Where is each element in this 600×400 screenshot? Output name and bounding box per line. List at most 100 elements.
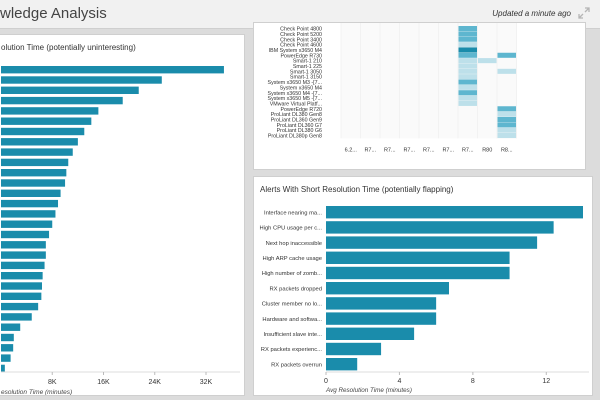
- heatmap-row-label: System x3650 M3 -[7...: [268, 80, 322, 86]
- short-resolution-tick-label: 8: [471, 378, 475, 385]
- heatmap-panel: Check Point 4800 Check Point 5200 Check Po…: [253, 22, 586, 170]
- long-resolution-bar[interactable]: [1, 220, 53, 228]
- long-resolution-bar[interactable]: [1, 292, 42, 300]
- long-resolution-bar[interactable]: [1, 148, 73, 156]
- short-resolution-bar[interactable]: [326, 221, 554, 234]
- heatmap-cell[interactable]: [458, 79, 478, 85]
- long-resolution-title: olution Time (potentially uninteresting): [1, 43, 136, 52]
- short-resolution-bar[interactable]: [326, 282, 449, 295]
- heatmap-row-label: IBM System x3650 M4: [269, 48, 322, 54]
- short-resolution-bar[interactable]: [326, 342, 382, 356]
- long-resolution-bar[interactable]: [1, 199, 59, 208]
- heatmap-cell[interactable]: [497, 133, 517, 139]
- long-resolution-bar[interactable]: [1, 158, 69, 167]
- heatmap-cell[interactable]: [458, 58, 478, 64]
- heatmap-cell[interactable]: [458, 31, 478, 37]
- long-resolution-bar[interactable]: [1, 189, 61, 197]
- long-resolution-bar[interactable]: [1, 76, 162, 84]
- short-resolution-bar[interactable]: [326, 236, 538, 249]
- long-resolution-bar[interactable]: [1, 241, 46, 249]
- heatmap-cell[interactable]: [497, 68, 517, 74]
- heatmap-cell[interactable]: [458, 95, 478, 101]
- long-resolution-bar[interactable]: [1, 313, 32, 321]
- heatmap-row-label: VMware Virtual Platf...: [270, 101, 322, 107]
- long-resolution-bar[interactable]: [1, 261, 45, 270]
- long-resolution-bar[interactable]: [1, 333, 14, 342]
- heatmap-cell[interactable]: [497, 116, 517, 122]
- heatmap-cell[interactable]: [458, 42, 478, 48]
- heatmap-cell[interactable]: [458, 84, 478, 90]
- heatmap-cell[interactable]: [478, 58, 497, 64]
- long-resolution-bar[interactable]: [1, 117, 92, 125]
- short-resolution-bar[interactable]: [326, 206, 583, 219]
- short-resolution-category-label: RX packets dropped: [269, 286, 322, 292]
- long-resolution-bar[interactable]: [1, 138, 78, 146]
- heatmap-cell[interactable]: [497, 111, 517, 117]
- short-resolution-xlabel: Avg Resolution Time (minutes): [325, 387, 412, 394]
- long-resolution-bar[interactable]: [1, 179, 66, 187]
- heatmap-row-label: ProLiant DL360 Gen9: [271, 118, 322, 124]
- long-resolution-tick-label: 8K: [48, 379, 57, 386]
- expand-icon[interactable]: [578, 7, 590, 19]
- long-resolution-bar[interactable]: [1, 323, 21, 331]
- long-resolution-bar[interactable]: [1, 107, 99, 115]
- heatmap-column-label: R80: [482, 147, 492, 153]
- heatmap-cell[interactable]: [497, 122, 517, 128]
- short-resolution-bar[interactable]: [326, 312, 437, 325]
- long-resolution-bar[interactable]: [1, 302, 39, 311]
- heatmap-cell[interactable]: [458, 68, 478, 74]
- heatmap-cell[interactable]: [458, 100, 478, 106]
- heatmap-row-label: System x3650 M4 -[7...: [268, 91, 322, 97]
- heatmap-row-label: Check Point 4600: [280, 43, 322, 49]
- short-resolution-category-label: Interface nearing ma...: [264, 210, 322, 216]
- heatmap-row-label: Check Point 5200: [280, 32, 322, 38]
- long-resolution-bar[interactable]: [1, 364, 5, 373]
- short-resolution-tick-label: 0: [324, 378, 328, 385]
- long-resolution-bar[interactable]: [1, 169, 67, 177]
- short-resolution-tick-label: 12: [542, 378, 550, 385]
- long-resolution-bar[interactable]: [1, 354, 11, 362]
- long-resolution-bar[interactable]: [1, 251, 46, 259]
- short-resolution-bar[interactable]: [326, 327, 415, 340]
- long-resolution-xlabel: esolution Time (minutes): [1, 389, 72, 396]
- short-resolution-bar[interactable]: [326, 358, 358, 371]
- long-resolution-chart: 8K 16K 24K 32K esolution Time (minutes): [1, 66, 240, 396]
- long-resolution-bar[interactable]: [1, 230, 50, 239]
- short-resolution-category-label: High number of zomb...: [262, 271, 323, 277]
- heatmap-cell[interactable]: [458, 52, 478, 58]
- long-resolution-tick-label: 24K: [149, 379, 162, 386]
- short-resolution-bar[interactable]: [326, 251, 510, 264]
- heatmap-row-label: System x3650 M5 -[7...: [268, 96, 322, 102]
- heatmap-cell[interactable]: [458, 63, 478, 69]
- heatmap-cell[interactable]: [497, 106, 517, 112]
- heatmap-column-label: R8...: [501, 147, 513, 153]
- heatmap-column-label: R7...: [462, 147, 474, 153]
- heatmap-column-label: R7...: [364, 147, 376, 153]
- short-resolution-bar[interactable]: [326, 266, 510, 280]
- heatmap-cell[interactable]: [458, 90, 478, 96]
- heatmap-cell[interactable]: [458, 47, 478, 53]
- long-resolution-bar[interactable]: [1, 96, 123, 105]
- heatmap-cell[interactable]: [497, 127, 517, 133]
- long-resolution-bar[interactable]: [1, 86, 139, 94]
- long-resolution-bar[interactable]: [1, 344, 14, 352]
- heatmap-row-label: ProLiant DL380 G6: [277, 128, 322, 134]
- heatmap-row-label: Smart-1 225: [293, 64, 322, 70]
- heatmap-row-label: ProLiant DL380p Gen8: [268, 134, 322, 140]
- heatmap-cell[interactable]: [497, 52, 517, 58]
- heatmap-cell[interactable]: [458, 26, 478, 32]
- short-resolution-bar[interactable]: [326, 297, 437, 310]
- long-resolution-tick-label: 16K: [97, 379, 110, 386]
- long-resolution-bar[interactable]: [1, 66, 224, 74]
- short-resolution-tick-label: 4: [397, 378, 401, 385]
- short-resolution-panel: Alerts With Short Resolution Time (poten…: [253, 176, 593, 396]
- long-resolution-bar[interactable]: [1, 272, 43, 280]
- long-resolution-bar[interactable]: [1, 210, 56, 218]
- heatmap-cell[interactable]: [458, 74, 478, 80]
- long-resolution-bar[interactable]: [1, 282, 42, 290]
- long-resolution-bar[interactable]: [1, 127, 85, 136]
- heatmap-column-label: R7...: [442, 147, 454, 153]
- heatmap-cell[interactable]: [458, 36, 478, 42]
- heatmap-column-label: R7...: [423, 147, 435, 153]
